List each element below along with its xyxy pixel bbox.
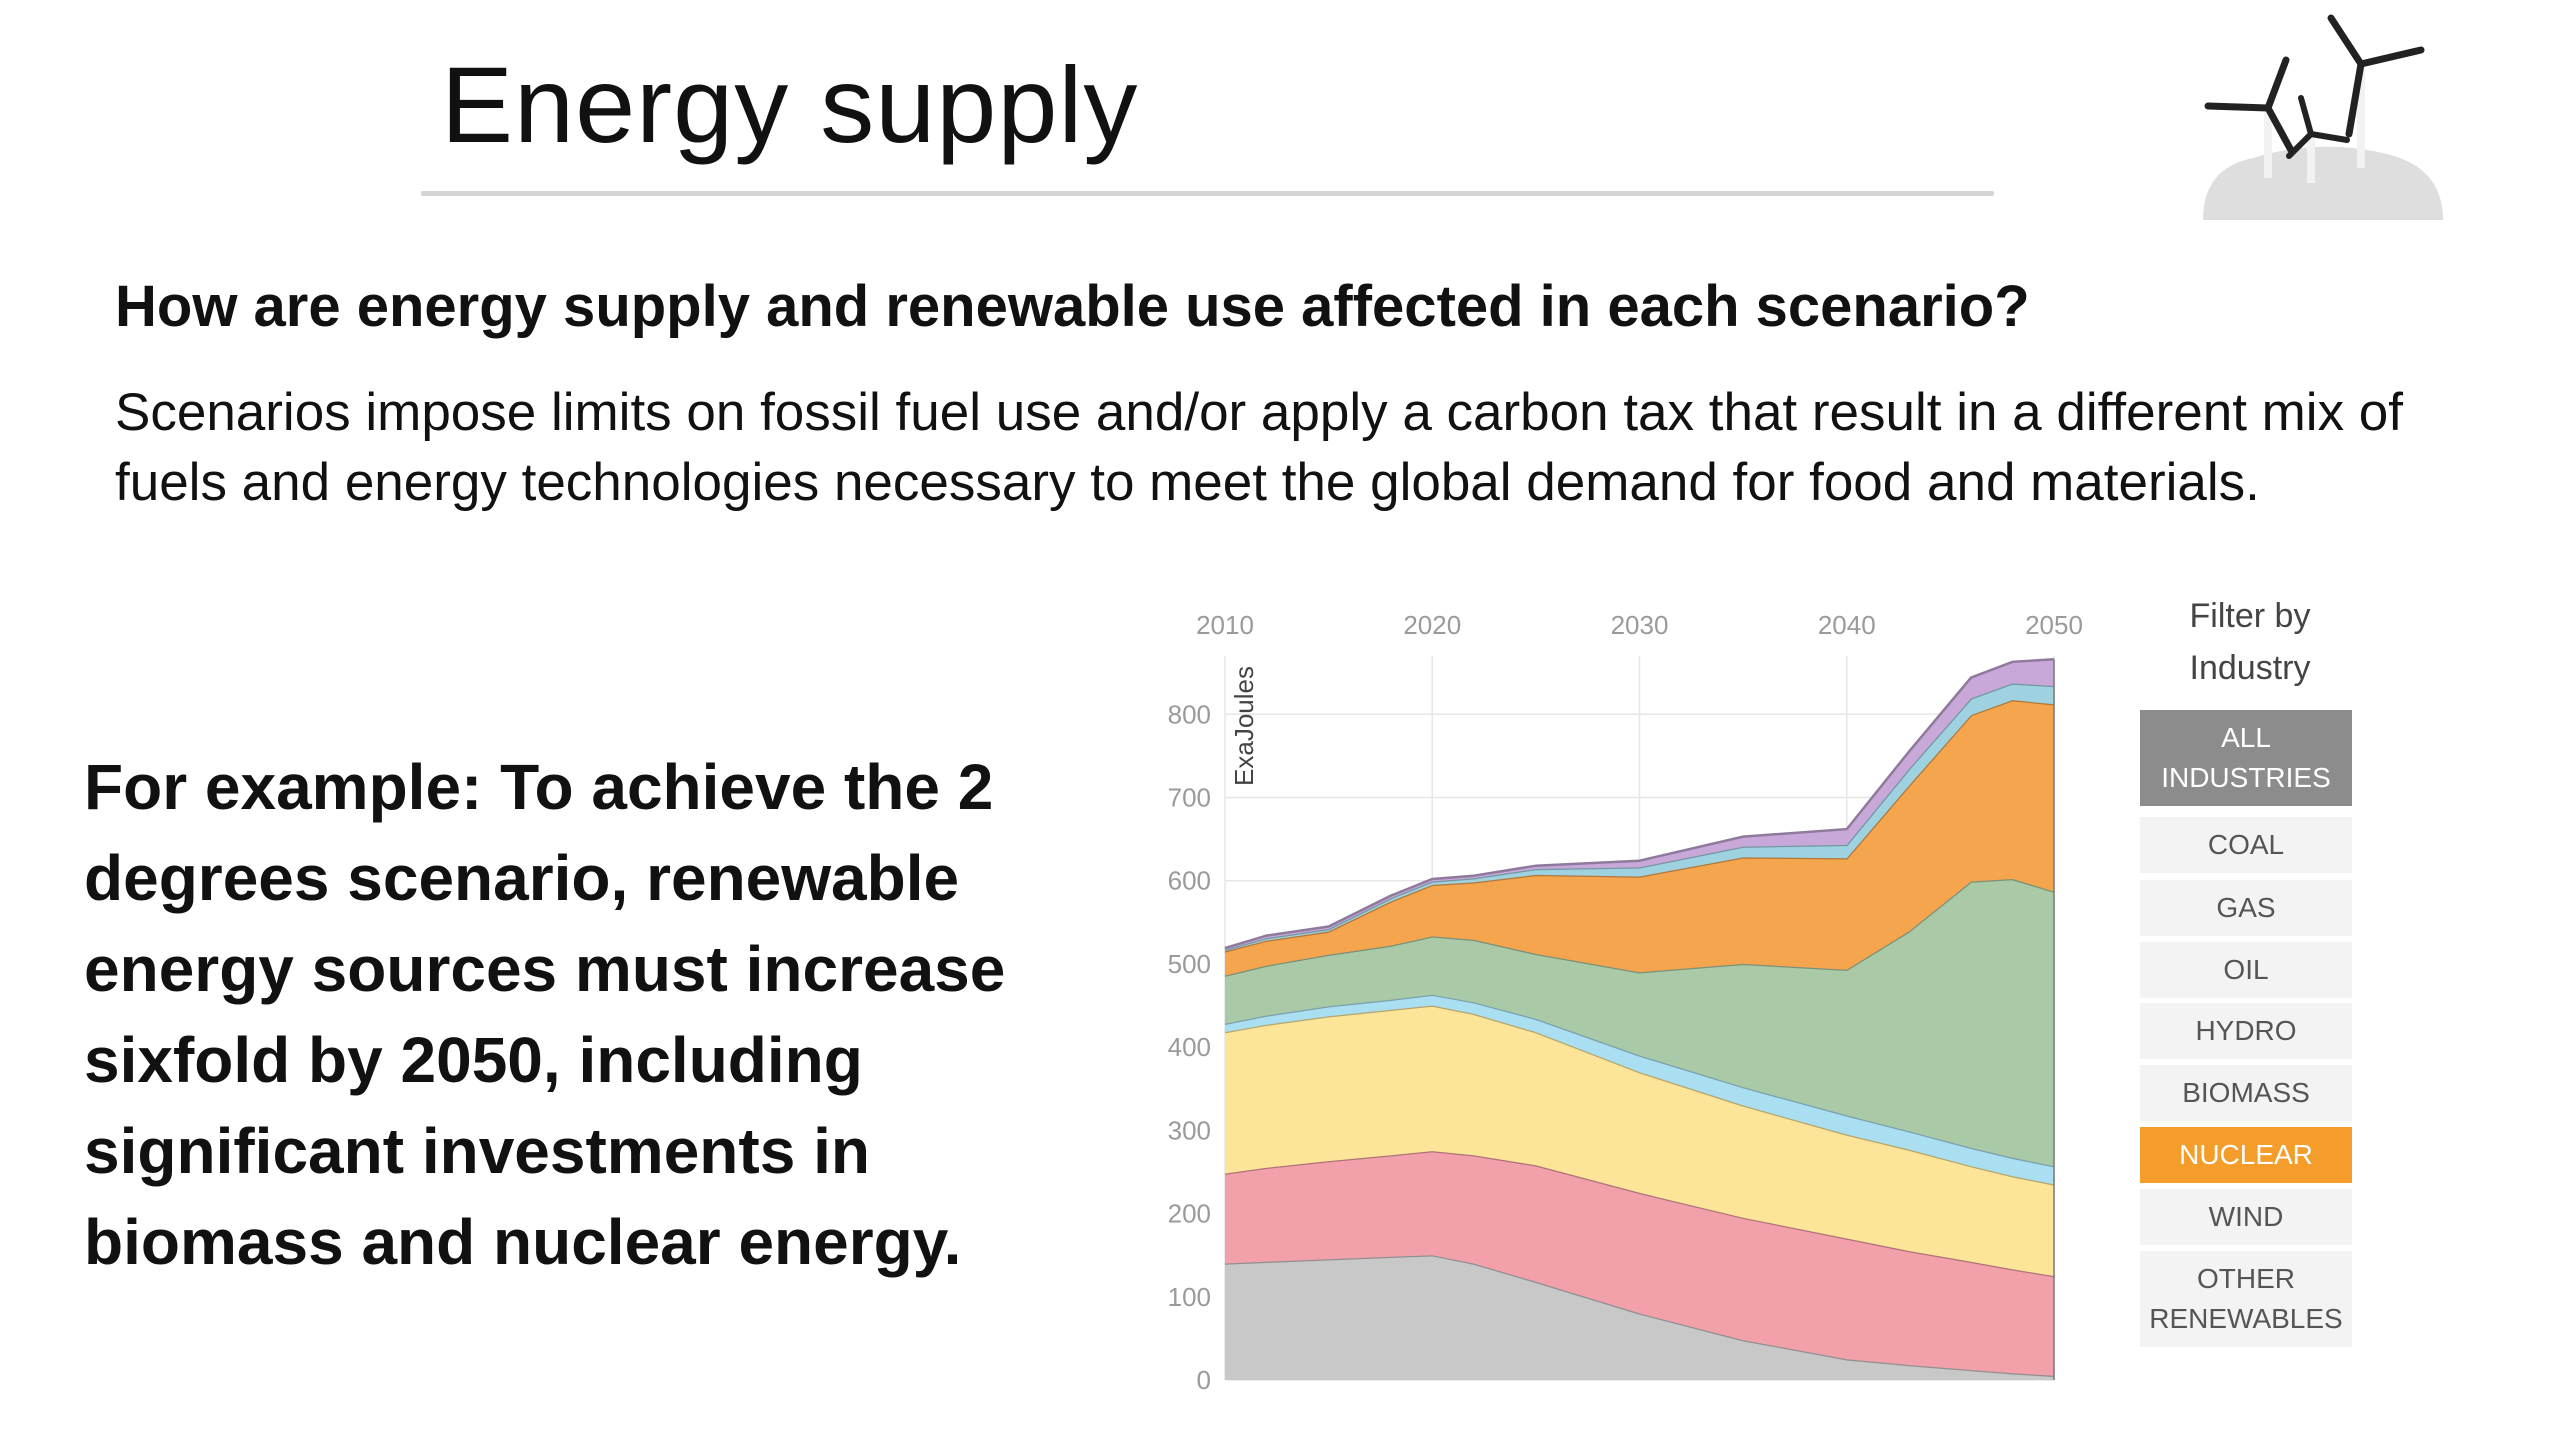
area-series-coal — [1225, 1255, 2054, 1380]
filter-button-coal[interactable]: COAL — [2140, 817, 2352, 873]
area-edge-gas — [1224, 1149, 2055, 1278]
filter-button-wind[interactable]: WIND — [2140, 1189, 2352, 1245]
filter-button-hydro[interactable]: HYDRO — [2140, 1003, 2352, 1059]
area-edge-hydro — [1224, 993, 2055, 1168]
y-tick-label: 500 — [1168, 949, 1211, 979]
x-tick-label: 2030 — [1611, 610, 1669, 640]
filter-button-biomass[interactable]: BIOMASS — [2140, 1065, 2352, 1121]
x-tick-label: 2010 — [1196, 610, 1254, 640]
filter-button-nuclear[interactable]: NUCLEAR — [2140, 1127, 2352, 1183]
y-tick-label: 300 — [1168, 1115, 1211, 1145]
x-tick-label: 2020 — [1403, 610, 1461, 640]
industry-filter-panel: Filter by Industry ALL INDUSTRIES COAL GAS… — [2130, 590, 2370, 1350]
y-tick-label: 700 — [1168, 782, 1211, 812]
filter-button-gas[interactable]: GAS — [2140, 880, 2352, 936]
x-tick-label: 2050 — [2025, 610, 2083, 640]
filter-title: Filter by Industry — [2189, 597, 2311, 687]
area-series-hydro — [1225, 994, 2054, 1185]
y-axis-label: ExaJoules — [1229, 666, 1259, 786]
wind-turbine-icon — [2203, 14, 2443, 220]
area-series-gas — [1225, 1151, 2054, 1376]
area-series-other — [1225, 659, 2054, 950]
y-tick-label: 400 — [1168, 1032, 1211, 1062]
example-callout: For example: To achieve the 2 degrees sc… — [84, 751, 1006, 1278]
title-divider — [421, 191, 1994, 196]
area-series-oil — [1225, 1005, 2054, 1276]
energy-supply-area-chart: 2010 2020 2030 2040 2050 0 100 200 300 400 500 600 7… — [1168, 610, 2083, 1395]
filter-button-oil[interactable]: OIL — [2140, 942, 2352, 998]
y-tick-label: 600 — [1168, 866, 1211, 896]
slide-title: Energy supply — [441, 44, 1139, 165]
filter-button-all-industries[interactable]: ALL INDUSTRIES — [2140, 710, 2352, 806]
area-series-wind — [1225, 683, 2054, 952]
area-series-biomass — [1225, 879, 2054, 1167]
y-tick-label: 100 — [1168, 1282, 1211, 1312]
y-tick-label: 200 — [1168, 1199, 1211, 1229]
x-tick-label: 2040 — [1818, 610, 1876, 640]
y-tick-label: 800 — [1168, 699, 1211, 729]
intro-paragraph: Scenarios impose limits on fossil fuel u… — [115, 383, 2404, 512]
y-tick-label: 0 — [1197, 1365, 1211, 1395]
area-series-nuclear — [1225, 700, 2054, 976]
filter-button-other-renewables[interactable]: OTHER RENEWABLES — [2140, 1251, 2352, 1347]
area-edge-other — [1224, 658, 2055, 950]
question-heading: How are energy supply and renewable use … — [115, 274, 2030, 339]
